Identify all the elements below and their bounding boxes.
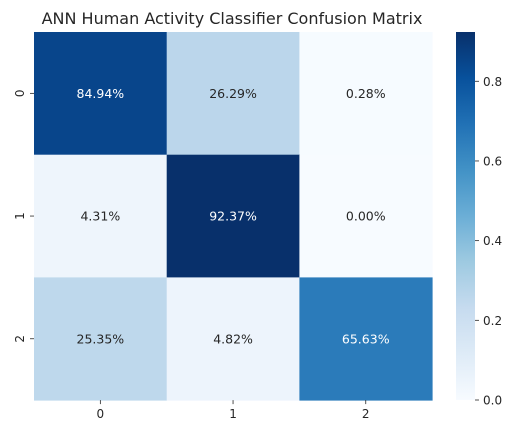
colorbar-tick-label-3: 0.6 [483,154,502,168]
heatmap-cell-1-2 [299,154,433,278]
heatmap-cell-1-1 [166,154,300,278]
colorbar-tick-label-2: 0.4 [483,234,502,248]
heatmap-cells: 84.94% 26.29% 0.28% 4.31% 92.37% 0.00% 25.35% 4… [34,32,433,401]
y-tick-label-2: 2 [13,335,27,343]
heatmap-cell-0-2 [299,32,433,156]
heatmap-cell-0-1 [166,32,300,156]
cell-label-0-0: 84.94% [77,86,125,101]
heatmap-cell-2-2 [299,277,433,401]
heatmap-cell-0-0 [34,32,168,156]
x-tick-label-0: 0 [97,407,105,421]
cell-label-1-0: 4.31% [80,209,120,224]
x-axis-ticks: 0 1 2 [97,400,370,421]
x-tick-label-2: 2 [362,407,370,421]
y-axis-ticks: 0 1 2 [13,90,34,343]
heatmap-cell-2-0 [34,277,168,401]
y-tick-label-0: 0 [13,90,27,98]
cell-label-0-1: 26.29% [209,86,257,101]
y-tick-label-1: 1 [13,212,27,220]
cell-label-1-1: 92.37% [209,209,257,224]
colorbar-tick-label-0: 0.0 [483,394,502,408]
cell-label-0-2: 0.28% [346,86,386,101]
heatmap-cell-2-1 [166,277,300,401]
colorbar [456,32,475,400]
colorbar-tick-label-4: 0.8 [483,75,502,89]
cell-label-2-1: 4.82% [213,331,253,346]
cell-label-1-2: 0.00% [346,209,386,224]
chart-title: ANN Human Activity Classifier Confusion … [42,9,423,28]
colorbar-tick-label-1: 0.2 [483,314,502,328]
x-tick-label-1: 1 [229,407,237,421]
cell-label-2-0: 25.35% [77,331,125,346]
cell-label-2-2: 65.63% [342,331,390,346]
colorbar-ticks: 0.0 0.2 0.4 0.6 0.8 [475,75,502,408]
heatmap-cell-1-0 [34,154,168,278]
